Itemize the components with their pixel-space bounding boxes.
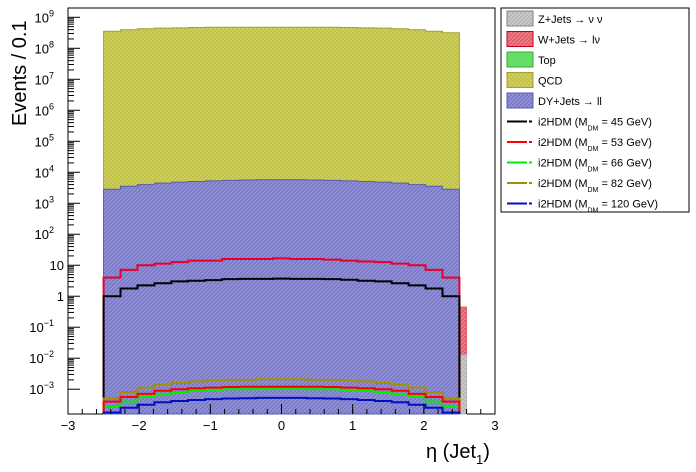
legend: Z+Jets → ν ν W+Jets → lν Top QCD DY+Jets → l…	[500, 7, 690, 215]
x-tick-label: −2	[132, 418, 147, 433]
histogram-bars	[103, 26, 468, 415]
x-tick-label: 2	[420, 418, 427, 433]
series-line	[102, 396, 461, 414]
legend-label: i2HDM (MDM = 66 GeV)	[538, 158, 652, 174]
y-axis: 10−3 10−2 10−11 10 102 103 104 105 106 107 108 109	[29, 8, 80, 397]
legend-label: Z+Jets → ν ν	[538, 14, 603, 26]
y-tick-label: 10−1	[29, 318, 54, 335]
overflow-bin	[458, 354, 468, 415]
legend-swatch	[506, 31, 534, 47]
legend-label: i2HDM (MDM = 45 GeV)	[538, 117, 652, 133]
x-tick-label: 0	[278, 418, 285, 433]
series-line	[102, 257, 461, 414]
legend-swatch	[506, 72, 534, 88]
y-tick-label: 10	[50, 258, 64, 273]
x-axis-title: η (Jet1)	[426, 441, 490, 467]
stack-dy-jets-ll	[103, 179, 460, 415]
y-tick-label: 105	[35, 132, 54, 149]
legend-label: i2HDM (MDM = 53 GeV)	[538, 137, 652, 153]
x-tick-label: −1	[203, 418, 218, 433]
y-axis-title: Events / 0.1	[9, 20, 31, 126]
y-tick-label: 107	[35, 70, 54, 87]
legend-label: DY+Jets → ll	[538, 96, 602, 108]
series-line	[102, 387, 461, 414]
legend-label: Top	[538, 55, 556, 67]
y-tick-label: 102	[35, 225, 54, 242]
series-line	[102, 277, 461, 414]
legend-label: W+Jets → lν	[538, 35, 601, 47]
legend-swatch	[506, 51, 534, 68]
legend-label: i2HDM (MDM = 120 GeV)	[538, 199, 658, 215]
legend-swatch	[506, 10, 534, 27]
x-axis: −3 −2 −1 0 1 2 3	[61, 404, 499, 433]
x-tick-label: 3	[491, 418, 498, 433]
y-tick-label: 109	[35, 8, 54, 25]
y-tick-label: 103	[35, 194, 54, 211]
legend-swatch	[506, 92, 534, 109]
y-tick-label: 1	[57, 289, 64, 304]
y-tick-label: 10−3	[29, 380, 54, 397]
legend-label: QCD	[538, 76, 563, 88]
y-tick-label: 108	[35, 39, 54, 56]
histogram-lines	[102, 257, 461, 414]
y-tick-label: 104	[35, 163, 54, 180]
x-tick-label: −3	[61, 418, 76, 433]
series-line	[102, 385, 461, 414]
y-tick-label: 106	[35, 101, 54, 118]
series-line	[102, 378, 461, 414]
legend-label: i2HDM (MDM = 82 GeV)	[538, 178, 652, 194]
x-tick-label: 1	[349, 418, 356, 433]
y-tick-label: 10−2	[29, 349, 54, 366]
